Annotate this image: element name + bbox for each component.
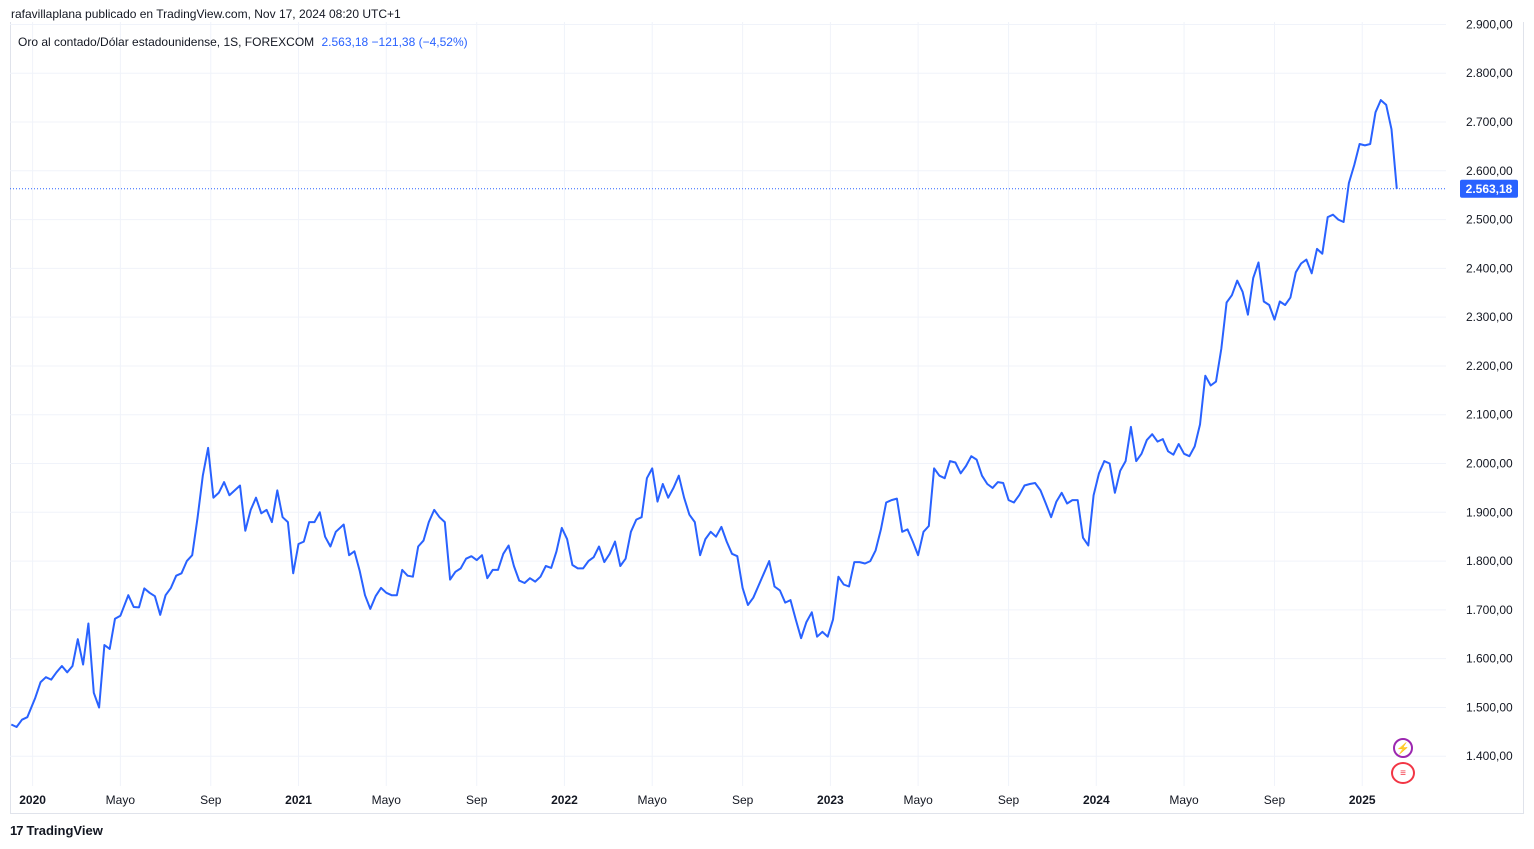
us-flag-icon[interactable]: ≡ [1391, 762, 1415, 784]
y-tick-label: 1.400,00 [1466, 749, 1513, 763]
x-tick-label: 2020 [19, 793, 46, 807]
x-tick-label: 2024 [1083, 793, 1110, 807]
last-price-label: 2.563,18 [1466, 182, 1513, 196]
y-tick-label: 1.700,00 [1466, 603, 1513, 617]
x-tick-label: Mayo [372, 793, 402, 807]
symbol-values: 2.563,18 −121,38 (−4,52%) [321, 35, 468, 49]
last-price-tag [1460, 179, 1518, 198]
x-tick-label: 2021 [285, 793, 312, 807]
y-tick-label: 2.000,00 [1466, 457, 1513, 471]
x-tick-label: Sep [200, 793, 222, 807]
x-tick-label: Sep [466, 793, 488, 807]
x-tick-label: Mayo [638, 793, 668, 807]
x-tick-label: Sep [1264, 793, 1286, 807]
x-tick-label: 2025 [1349, 793, 1376, 807]
y-tick-label: 2.500,00 [1466, 213, 1513, 227]
x-tick-label: Sep [732, 793, 754, 807]
y-tick-label: 2.300,00 [1466, 310, 1513, 324]
x-tick-label: 2022 [551, 793, 578, 807]
symbol-title: Oro al contado/Dólar estadounidense, 1S,… [18, 35, 315, 49]
y-tick-label: 2.600,00 [1466, 164, 1513, 178]
y-tick-label: 1.900,00 [1466, 505, 1513, 519]
x-tick-label: Mayo [903, 793, 933, 807]
publisher-credit: rafavillaplana publicado en TradingView.… [11, 7, 401, 21]
y-tick-label: 1.800,00 [1466, 554, 1513, 568]
x-tick-label: Mayo [106, 793, 136, 807]
price-series-line [10, 99, 1398, 728]
y-tick-label: 2.100,00 [1466, 408, 1513, 422]
lightning-icon[interactable]: ⚡ [1393, 738, 1413, 758]
y-tick-label: 1.500,00 [1466, 700, 1513, 714]
chart-frame [10, 22, 1524, 814]
tradingview-logo[interactable]: 17 TradingView [10, 823, 103, 838]
x-tick-label: Mayo [1169, 793, 1199, 807]
y-tick-label: 2.800,00 [1466, 66, 1513, 80]
x-tick-label: 2023 [817, 793, 844, 807]
x-tick-label: Sep [998, 793, 1020, 807]
tradingview-brand: TradingView [26, 823, 103, 838]
symbol-legend: Oro al contado/Dólar estadounidense, 1S,… [18, 35, 468, 49]
y-tick-label: 2.200,00 [1466, 359, 1513, 373]
y-tick-label: 2.900,00 [1466, 17, 1513, 31]
y-tick-label: 1.600,00 [1466, 652, 1513, 666]
y-tick-label: 2.700,00 [1466, 115, 1513, 129]
tradingview-mark-icon: 17 [10, 823, 24, 838]
y-tick-label: 2.400,00 [1466, 261, 1513, 275]
